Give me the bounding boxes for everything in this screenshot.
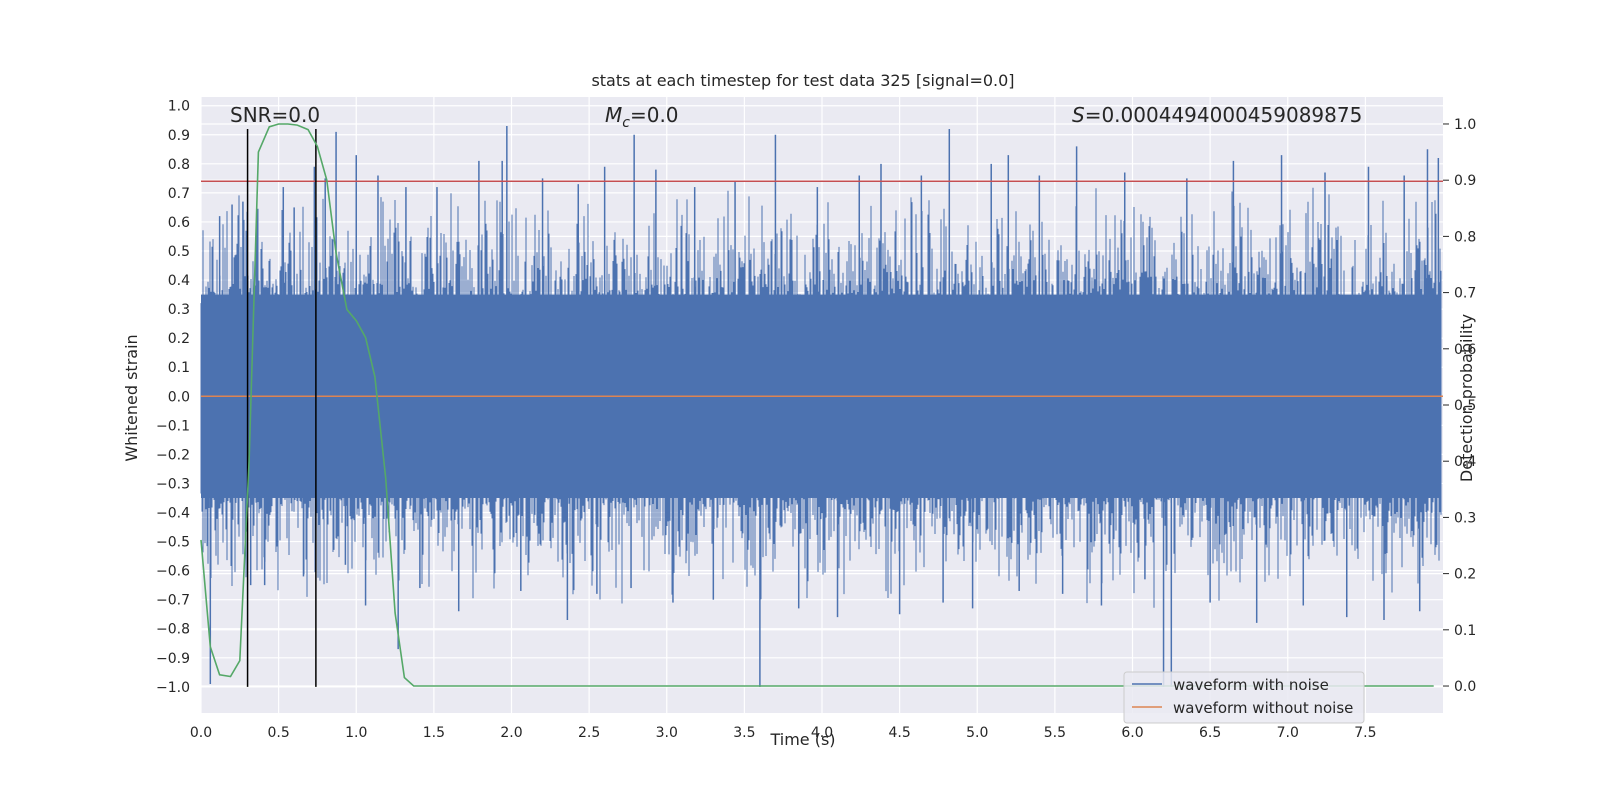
y2-tick-label: 0.6	[1454, 342, 1476, 358]
x-axis-ticks: 0.0 0.5 1.0 1.5 2.0 2.5 3.0 3.5 4.0 4.5 5.0 5.5 6.0 6…	[190, 725, 1377, 741]
x-tick-label: 3.0	[656, 725, 678, 741]
y-tick-label: −0.6	[156, 564, 190, 580]
y-tick-label: 0.2	[168, 331, 190, 347]
x-tick-label: 5.0	[966, 725, 988, 741]
x-tick-label: 5.5	[1044, 725, 1066, 741]
x-tick-label: 0.5	[267, 725, 289, 741]
y-tick-label: −0.8	[156, 622, 190, 638]
chirp-mass-annotation: Mc=0.0	[605, 103, 679, 131]
legend-label-noise: waveform with noise	[1173, 676, 1329, 694]
y-tick-label: 0.0	[168, 389, 190, 405]
y-tick-label: 0.1	[168, 360, 190, 376]
y-tick-label: −0.4	[156, 506, 190, 522]
y2-tick-label: 0.3	[1454, 510, 1476, 526]
x-tick-label: 3.5	[733, 725, 755, 741]
y-tick-label: −0.5	[156, 535, 190, 551]
y2-tick-label: 0.4	[1454, 454, 1476, 470]
y-axis-ticks: 1.0 0.9 0.8 0.7 0.6 0.5 0.4 0.3 0.2 0.1 0.0 −0.1 −0.…	[156, 99, 190, 696]
mc-symbol: M	[605, 103, 622, 127]
x-tick-label: 6.5	[1199, 725, 1221, 741]
chart-title: stats at each timestep for test data 325…	[591, 71, 1014, 90]
mc-subscript: c	[622, 115, 630, 131]
y-tick-label: −0.9	[156, 651, 190, 667]
y2-tick-label: 0.2	[1454, 567, 1476, 583]
mc-value: =0.0	[630, 103, 679, 127]
y-tick-label: −0.1	[156, 418, 190, 434]
statistic-annotation: S=0.0004494000459089875	[1072, 103, 1362, 127]
y-axis-label: Whitened strain	[122, 334, 141, 461]
x-tick-label: 1.0	[345, 725, 367, 741]
y-tick-label: −1.0	[156, 680, 190, 696]
detection-probability-line	[200, 123, 1434, 687]
y-tick-label: 0.4	[168, 273, 190, 289]
y2-tick-label: 0.8	[1454, 229, 1476, 245]
y-tick-label: 0.6	[168, 215, 190, 231]
y-tick-label: 0.9	[168, 128, 190, 144]
noise-envelope	[200, 187, 1442, 608]
y-tick-label: −0.3	[156, 476, 190, 492]
y-tick-label: −0.7	[156, 593, 190, 609]
y2-tick-label: 0.9	[1454, 173, 1476, 189]
s-value: =0.0004494000459089875	[1085, 103, 1363, 127]
x-tick-label: 7.0	[1277, 725, 1299, 741]
series-lines	[200, 123, 1443, 687]
y-tick-label: 0.5	[168, 244, 190, 260]
s-symbol: S	[1072, 103, 1085, 127]
y2-tick-label: 0.1	[1454, 623, 1476, 639]
y-tick-label: 0.8	[168, 157, 190, 173]
legend: waveform with noise waveform without noi…	[1123, 671, 1365, 724]
x-tick-label: 4.0	[811, 725, 833, 741]
x-tick-label: 7.5	[1354, 725, 1376, 741]
x-tick-label: 6.0	[1121, 725, 1143, 741]
x-tick-label: 2.0	[500, 725, 522, 741]
y-tick-label: 0.7	[168, 186, 190, 202]
y2-axis-ticks: 0.0 0.1 0.2 0.3 0.4 0.5 0.6 0.7 0.8 0.9 1.0	[1443, 117, 1476, 695]
y2-tick-label: 0.5	[1454, 398, 1476, 414]
y-tick-label: 0.3	[168, 302, 190, 318]
x-tick-label: 2.5	[578, 725, 600, 741]
y2-tick-label: 0.7	[1454, 286, 1476, 302]
snr-annotation: SNR=0.0	[230, 103, 320, 127]
y2-tick-label: 0.0	[1454, 679, 1476, 695]
x-tick-label: 4.5	[888, 725, 910, 741]
y-tick-label: −0.2	[156, 447, 190, 463]
y2-axis-label: Detection probability	[1457, 314, 1476, 482]
x-tick-label: 0.0	[190, 725, 212, 741]
y2-tick-label: 1.0	[1454, 117, 1476, 133]
legend-box	[1123, 671, 1365, 724]
x-tick-label: 1.5	[423, 725, 445, 741]
x-axis-label: Time (s)	[769, 730, 835, 749]
legend-label-clean: waveform without noise	[1173, 699, 1353, 717]
y-tick-label: 1.0	[168, 99, 190, 115]
